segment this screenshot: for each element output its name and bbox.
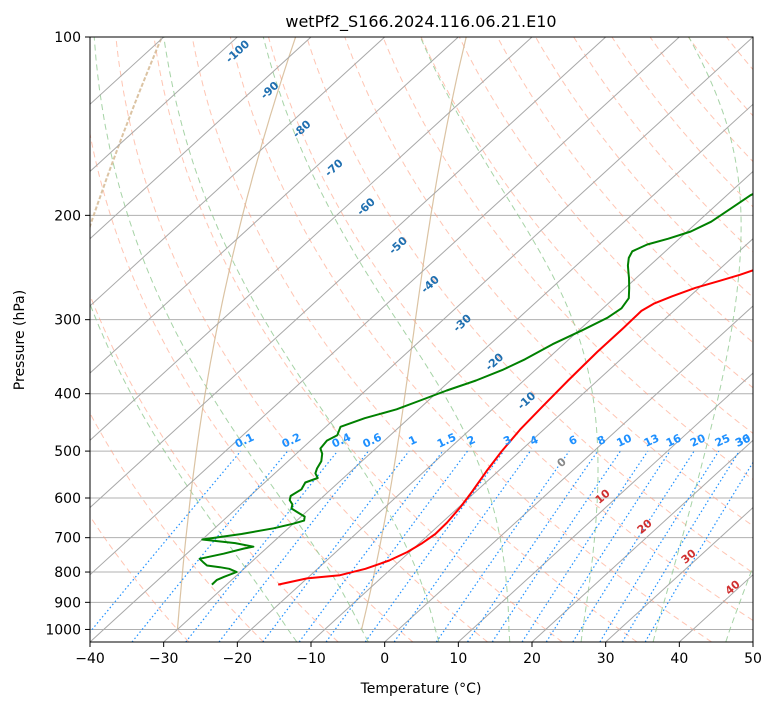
- moist-adiabat: [163, 37, 440, 642]
- dry-adiabat: [229, 37, 712, 642]
- x-tick-label: −10: [296, 651, 326, 667]
- y-axis-ticks: 100 200 300 400 500 600 700 800 900 1000: [45, 30, 90, 638]
- isotherm-line: [384, 305, 753, 642]
- mixing-ratio-label: 10: [615, 431, 635, 449]
- x-tick-label: 0: [380, 651, 389, 667]
- dry-adiabat: [90, 293, 339, 642]
- dry-adiabat: [90, 412, 264, 642]
- x-tick-label: 40: [670, 651, 688, 667]
- temperature-profile-line: [277, 269, 753, 586]
- isotherm-line: [90, 37, 386, 307]
- y-tick-label: 1000: [45, 622, 81, 638]
- y-tick-label: 700: [54, 531, 81, 547]
- isotherm-line: [90, 37, 459, 374]
- mixing-ratio-line: [644, 461, 753, 642]
- mixing-ratio-line: [185, 450, 339, 642]
- mixing-ratio-label: 13: [642, 432, 661, 450]
- plot-frame: [89, 36, 754, 643]
- y-tick-label: 400: [54, 387, 81, 403]
- moist-adiabat: [419, 37, 599, 642]
- isotherm-line: [90, 37, 238, 173]
- mixing-ratio-line: [466, 450, 599, 642]
- x-axis-label: Temperature (°C): [360, 681, 482, 697]
- theta-e-curve: [176, 37, 297, 630]
- y-tick-label: 600: [54, 491, 81, 507]
- mixing-ratio-line: [545, 450, 671, 642]
- mixing-ratio-label: 25: [713, 432, 732, 450]
- isotherm-line: [310, 237, 753, 642]
- thermo-background-lines: [90, 37, 753, 642]
- y-tick-label: 300: [54, 313, 81, 329]
- dewpoint-profile-line: [198, 192, 753, 586]
- mixing-ratio-line: [621, 450, 740, 642]
- dry-adiabat: [573, 37, 753, 253]
- mixing-ratio-lines: [90, 450, 753, 642]
- y-tick-label: 800: [54, 565, 81, 581]
- dry-adiabat: [191, 37, 638, 642]
- mixing-ratio-line: [364, 450, 505, 642]
- dry-adiabat: [153, 37, 563, 642]
- mixing-ratio-label: 16: [664, 431, 684, 449]
- mixing-ratio-line: [218, 450, 369, 642]
- mixing-ratio-line: [90, 450, 242, 633]
- mixing-ratio-line: [131, 450, 289, 642]
- isotherm-line: [605, 506, 753, 642]
- isotherm-line: [457, 372, 753, 642]
- isotherm-line: [163, 103, 753, 642]
- isotherm-line: [531, 439, 753, 642]
- dry-adiabat: [458, 37, 753, 389]
- isotherm-line: [90, 37, 312, 240]
- x-tick-label: −40: [75, 651, 105, 667]
- moist-adiabat: [652, 37, 742, 642]
- dry-adiabat: [382, 37, 753, 481]
- skewed-isotherms: [90, 37, 753, 642]
- theta-e-curve: [90, 37, 163, 230]
- mixing-ratio-label: 30: [733, 431, 753, 449]
- y-axis-label: Pressure (hPa): [12, 290, 28, 390]
- isotherm-line: [90, 37, 533, 442]
- dry-adiabat: [420, 37, 753, 434]
- x-tick-label: 30: [597, 651, 615, 667]
- x-tick-label: 10: [449, 651, 467, 667]
- dry-adiabat: [90, 131, 414, 642]
- mixing-ratio-label: 36: [733, 431, 753, 449]
- x-tick-label: −30: [149, 651, 179, 667]
- chart-title: wetPf2_S166.2024.116.06.21.E10: [285, 12, 556, 32]
- dry-adiabat: [306, 37, 753, 574]
- dry-adiabat: [344, 37, 753, 527]
- theta-e-curve: [361, 37, 467, 630]
- mixing-ratio-label: 20: [688, 431, 708, 449]
- isotherm-line: [236, 170, 753, 642]
- mixing-ratio-line: [393, 450, 531, 642]
- x-tick-label: 50: [744, 651, 762, 667]
- y-tick-label: 500: [54, 444, 81, 460]
- x-tick-label: −20: [223, 651, 253, 667]
- isotherm-line: [90, 37, 607, 509]
- moist-adiabat: [90, 302, 298, 642]
- y-tick-label: 900: [54, 595, 81, 611]
- y-tick-label: 200: [54, 208, 81, 224]
- mixing-ratio-line: [262, 450, 410, 642]
- isotherm-line: [90, 37, 680, 576]
- mixing-ratio-line: [599, 450, 720, 642]
- x-tick-label: 20: [523, 651, 541, 667]
- isotherm-line: [90, 37, 753, 642]
- dry-adiabat: [496, 37, 753, 344]
- moist-adiabat: [93, 37, 369, 642]
- x-axis-ticks: −40 −30 −20 −10 0 10 20 30 40 50: [75, 642, 762, 667]
- dry-adiabat: [115, 37, 488, 642]
- dry-adiabat: [268, 37, 753, 622]
- sounding-profiles: [198, 192, 753, 586]
- mixing-ratio-line: [572, 450, 695, 642]
- y-tick-label: 100: [54, 30, 81, 46]
